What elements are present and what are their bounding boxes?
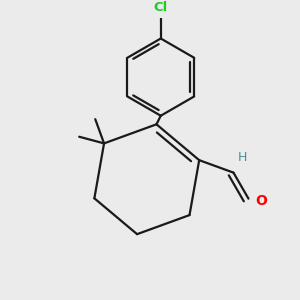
Text: O: O — [255, 194, 267, 208]
Text: H: H — [237, 151, 247, 164]
Text: Cl: Cl — [154, 1, 168, 14]
